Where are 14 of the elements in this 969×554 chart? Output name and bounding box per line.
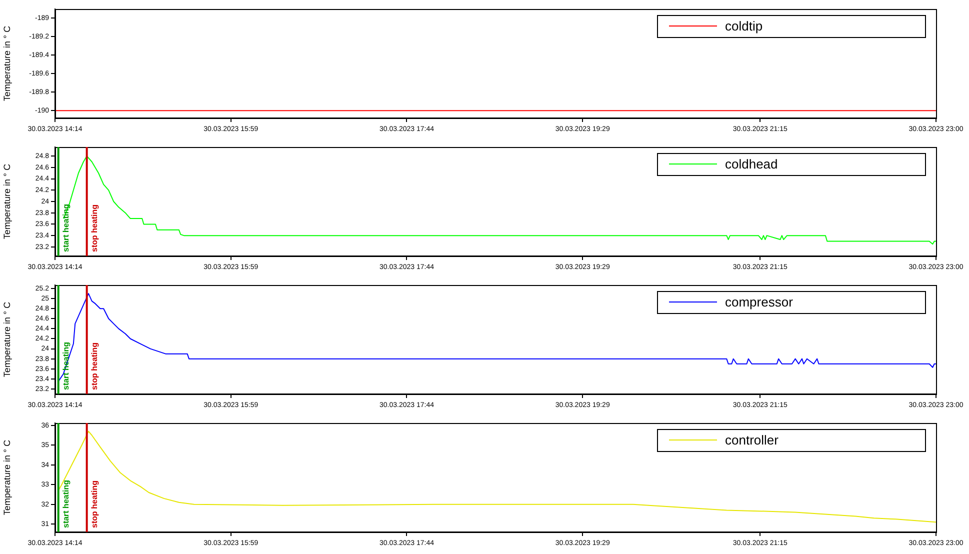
ref-line-label: start heating (62, 480, 71, 528)
y-axis-title: Temperature in ° C (2, 301, 12, 378)
ref-line-label: start heating (62, 342, 71, 390)
ref-line-label: stop heating (90, 480, 100, 528)
legend-label: coldhead (725, 156, 778, 172)
ref-line-label: stop heating (90, 204, 100, 252)
y-axis-title: Temperature in ° C (2, 439, 12, 516)
y-axis-title: Temperature in ° C (2, 163, 12, 240)
ref-line-label: start heating (62, 204, 71, 252)
legend-label: compressor (725, 294, 794, 310)
legend-label: controller (725, 432, 780, 448)
ref-line-label: stop heating (90, 342, 100, 390)
y-axis-title: Temperature in ° C (2, 25, 12, 102)
legend-label: coldtip (725, 18, 763, 34)
